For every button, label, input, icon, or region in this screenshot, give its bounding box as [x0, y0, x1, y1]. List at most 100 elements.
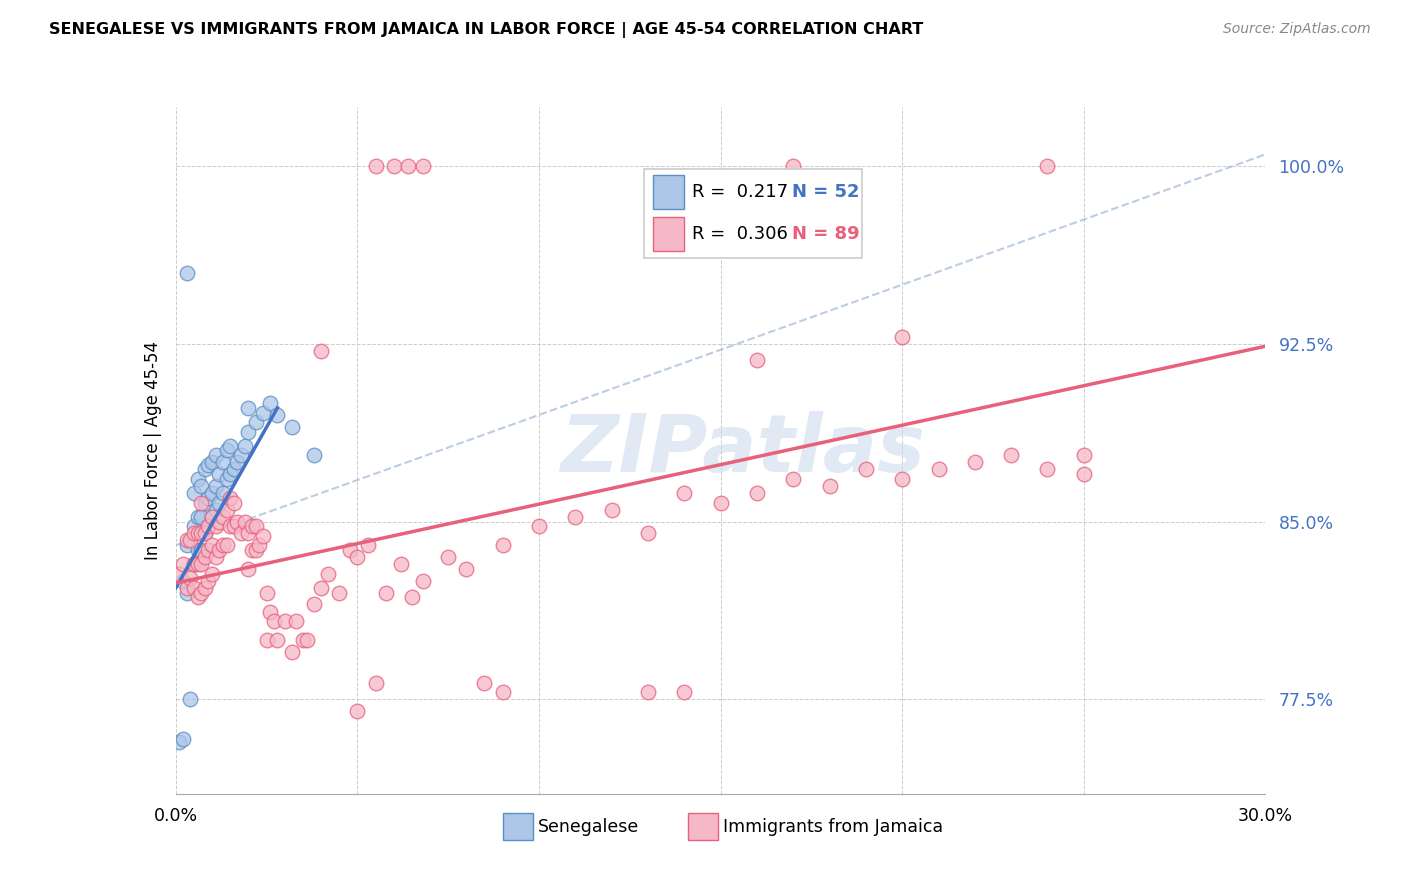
Point: [281, 645, 304, 659]
Point: [238, 401, 260, 415]
Point: [194, 581, 217, 595]
Point: [212, 538, 235, 552]
Point: [382, 159, 405, 173]
Point: [245, 415, 267, 429]
Point: [215, 443, 238, 458]
Point: [208, 467, 231, 482]
Point: [745, 353, 768, 368]
Point: [527, 519, 550, 533]
Point: [204, 519, 226, 533]
Point: [183, 486, 205, 500]
Point: [240, 543, 263, 558]
Point: [179, 692, 201, 706]
Point: [281, 419, 304, 434]
Point: [855, 462, 877, 476]
Point: [226, 455, 249, 469]
Point: [233, 439, 256, 453]
Point: [1000, 448, 1022, 462]
Point: [172, 557, 194, 571]
Point: [222, 495, 245, 509]
Point: [492, 685, 515, 699]
Point: [231, 448, 253, 462]
Point: [291, 632, 314, 647]
Point: [219, 439, 242, 453]
Point: [259, 396, 281, 410]
Point: [197, 574, 219, 588]
Point: [201, 509, 224, 524]
Point: [194, 462, 217, 476]
Point: [226, 515, 249, 529]
Point: [190, 557, 212, 571]
Point: [928, 462, 950, 476]
Point: [194, 526, 217, 541]
Point: [782, 159, 804, 173]
Point: [891, 472, 914, 486]
Point: [208, 543, 231, 558]
Point: [710, 495, 733, 509]
Point: [186, 543, 209, 558]
Text: ZIPatlas: ZIPatlas: [560, 411, 925, 490]
Y-axis label: In Labor Force | Age 45-54: In Labor Force | Age 45-54: [143, 341, 162, 560]
Point: [201, 822, 224, 837]
Point: [197, 458, 219, 472]
Point: [240, 519, 263, 533]
Text: SENEGALESE VS IMMIGRANTS FROM JAMAICA IN LABOR FORCE | AGE 45-54 CORRELATION CHA: SENEGALESE VS IMMIGRANTS FROM JAMAICA IN…: [49, 22, 924, 38]
Point: [247, 538, 270, 552]
Point: [186, 526, 209, 541]
Point: [818, 479, 841, 493]
Point: [1073, 467, 1095, 482]
Point: [474, 675, 496, 690]
Point: [231, 526, 253, 541]
Point: [176, 538, 198, 552]
Point: [204, 479, 226, 493]
Point: [183, 557, 205, 571]
Point: [169, 735, 191, 749]
Point: [637, 526, 659, 541]
Point: [172, 732, 194, 747]
Point: [219, 491, 242, 505]
Point: [389, 557, 412, 571]
Point: [201, 566, 224, 581]
Point: [245, 543, 267, 558]
Point: [208, 495, 231, 509]
Point: [259, 605, 281, 619]
Point: [637, 685, 659, 699]
Point: [238, 562, 260, 576]
Point: [186, 509, 209, 524]
Point: [197, 519, 219, 533]
Point: [891, 330, 914, 344]
Point: [456, 562, 478, 576]
Point: [412, 574, 434, 588]
Point: [412, 159, 434, 173]
Point: [215, 472, 238, 486]
Point: [364, 675, 387, 690]
Point: [208, 515, 231, 529]
Point: [183, 526, 205, 541]
Point: [302, 448, 325, 462]
Point: [201, 509, 224, 524]
Point: [212, 486, 235, 500]
Point: [204, 448, 226, 462]
Point: [169, 566, 191, 581]
Point: [1073, 448, 1095, 462]
Point: [172, 574, 194, 588]
Point: [1036, 462, 1059, 476]
Point: [339, 543, 361, 558]
Point: [256, 632, 278, 647]
Point: [201, 538, 224, 552]
Point: [219, 467, 242, 482]
Point: [963, 455, 986, 469]
Point: [186, 472, 209, 486]
Point: [179, 571, 201, 585]
Point: [238, 425, 260, 439]
Point: [233, 515, 256, 529]
Point: [222, 462, 245, 476]
Point: [357, 538, 380, 552]
Point: [194, 549, 217, 564]
Point: [176, 533, 198, 548]
Point: [197, 491, 219, 505]
Point: [252, 529, 274, 543]
Point: [1036, 159, 1059, 173]
Point: [346, 704, 368, 718]
Point: [328, 585, 350, 599]
